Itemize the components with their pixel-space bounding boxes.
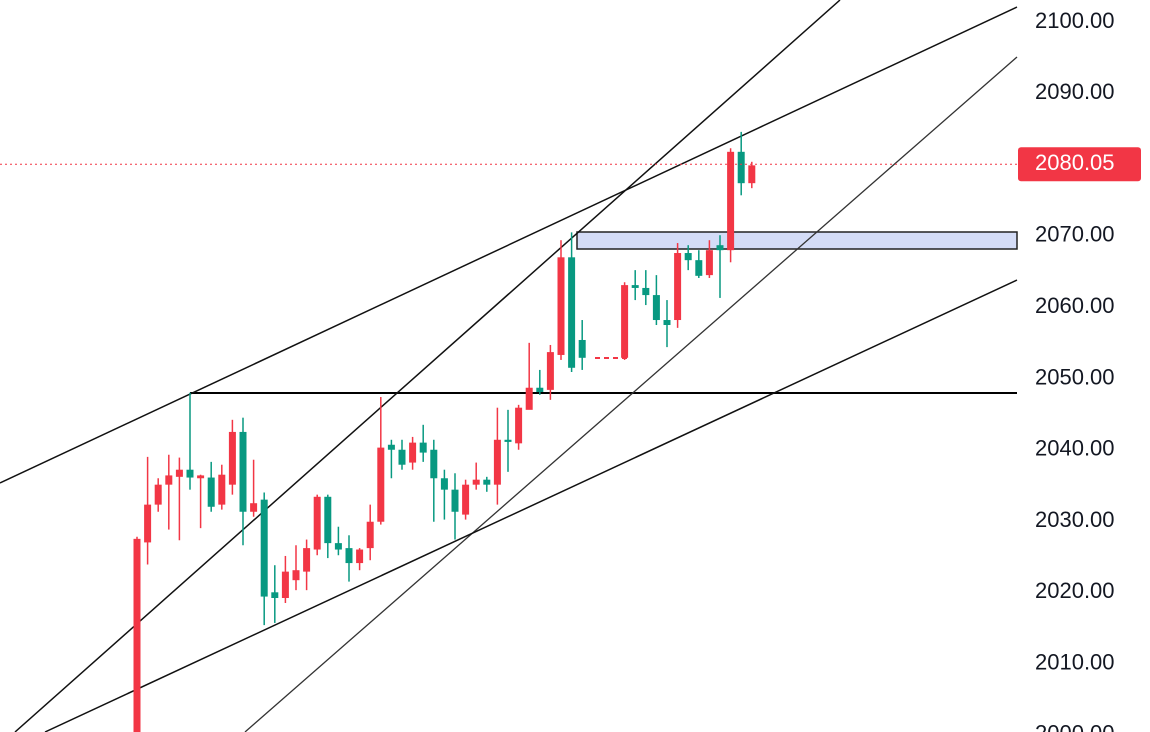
- candle-body: [631, 285, 639, 288]
- y-tick-label: 2050.00: [1035, 364, 1115, 389]
- y-tick-label: 2030.00: [1035, 507, 1115, 532]
- candle-body: [409, 442, 417, 463]
- candle-body: [472, 479, 480, 485]
- zone-box: [576, 231, 1018, 250]
- candle-body: [695, 260, 703, 276]
- candle-body: [260, 499, 268, 597]
- candle-body: [271, 592, 279, 599]
- candle-body: [674, 253, 682, 321]
- candle-body: [546, 352, 554, 390]
- candle-body: [430, 449, 438, 479]
- candle-body: [705, 250, 713, 276]
- y-tick-label: 2100.00: [1035, 8, 1115, 33]
- candle-body: [621, 285, 629, 358]
- candle-body: [451, 489, 459, 512]
- candle-body: [218, 474, 226, 505]
- candle-body: [557, 257, 565, 355]
- candle-body: [536, 387, 544, 393]
- candle-body: [186, 469, 194, 478]
- candle-body: [493, 439, 501, 485]
- candle-body: [292, 570, 300, 581]
- candle-body: [133, 538, 141, 732]
- y-tick-label: 2070.00: [1035, 222, 1115, 247]
- candle-body: [207, 477, 215, 507]
- trend-line: [14, 0, 841, 732]
- candle-body: [197, 475, 205, 479]
- y-tick-label: 2040.00: [1035, 436, 1115, 461]
- candle-body: [568, 257, 576, 368]
- candle-body: [515, 407, 523, 444]
- candle-body: [356, 549, 364, 564]
- candle-body: [748, 165, 756, 184]
- trend-line: [0, 6, 1018, 484]
- candle-body: [663, 320, 671, 326]
- candle-body: [684, 253, 692, 261]
- candle-body: [419, 442, 427, 453]
- candle-body: [652, 295, 660, 321]
- candle-body: [228, 431, 236, 485]
- candle-body: [737, 151, 745, 184]
- y-tick-label: 2020.00: [1035, 578, 1115, 603]
- candle-body: [462, 484, 470, 515]
- candle-body: [483, 479, 491, 485]
- candle-body: [578, 339, 586, 358]
- candle-body: [175, 469, 183, 477]
- candle-body: [398, 449, 406, 465]
- candle-body: [334, 543, 342, 550]
- candle-body: [716, 245, 724, 251]
- candle-body: [377, 447, 385, 522]
- candle-body: [281, 571, 289, 599]
- candle-body: [154, 484, 162, 505]
- candle-body: [727, 151, 735, 251]
- candle-body: [504, 439, 512, 442]
- y-tick-label: 2090.00: [1035, 79, 1115, 104]
- candle-body: [525, 387, 533, 410]
- candle-body: [324, 496, 332, 544]
- last-price-label: 2080.05: [1035, 150, 1115, 175]
- candle-body: [366, 521, 374, 549]
- last-price-box: [1018, 147, 1141, 182]
- y-tick-label: 2000.00: [1035, 721, 1115, 732]
- candle-body: [303, 548, 311, 572]
- trend-line: [244, 56, 1018, 732]
- candle-body: [440, 478, 448, 490]
- candle-body: [250, 503, 258, 512]
- y-tick-label: 2010.00: [1035, 649, 1115, 674]
- y-tick-label: 2060.00: [1035, 293, 1115, 318]
- candle-body: [165, 475, 173, 485]
- candle-body: [313, 496, 321, 550]
- candle-body: [642, 287, 650, 296]
- drawings: [0, 0, 1018, 732]
- candle-body: [387, 444, 395, 450]
- candle-body: [239, 431, 247, 512]
- candle-body: [345, 548, 353, 564]
- candle-body: [144, 504, 152, 543]
- trend-line: [44, 279, 1018, 732]
